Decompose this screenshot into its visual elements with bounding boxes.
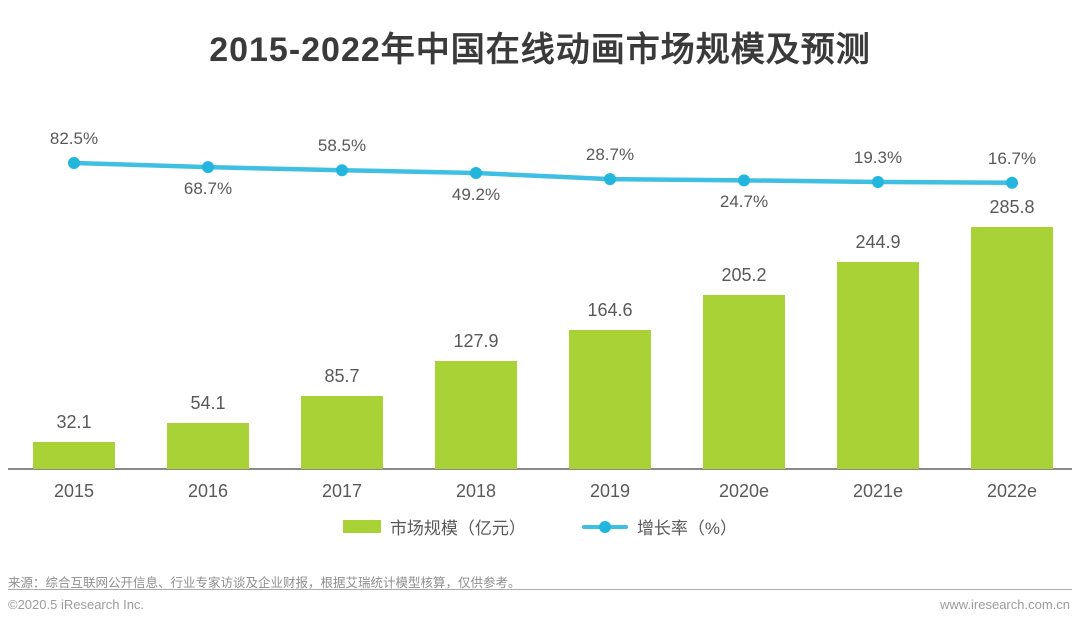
growth-line-point: [872, 175, 884, 188]
x-axis-label: 2017: [321, 481, 363, 501]
chart-legend: 市场规模（亿元） 增长率（%）: [0, 514, 1080, 539]
growth-line-point: [1006, 176, 1018, 189]
bar-value-label: 85.7: [324, 366, 360, 386]
growth-line-point: [68, 157, 80, 169]
legend-item-growth: 增长率（%）: [581, 514, 738, 539]
bar-2017: [301, 396, 383, 469]
footer-divider: [8, 589, 1072, 590]
bar-2021e: [837, 262, 919, 469]
growth-value-label: 49.2%: [451, 184, 501, 204]
bar-2015: [33, 442, 115, 469]
growth-value-label: 16.7%: [987, 148, 1037, 168]
x-axis-label: 2022e: [986, 481, 1038, 501]
legend-market-label: 市场规模（亿元）: [389, 519, 526, 538]
bar-2022e: [971, 227, 1053, 469]
footer-website-link: www.iresearch.com.cn: [939, 597, 1070, 612]
growth-value-label: 19.3%: [853, 147, 903, 167]
growth-line-point: [470, 166, 482, 179]
bar-value-label: 32.1: [56, 412, 92, 432]
legend-growth-label: 增长率（%）: [636, 519, 738, 538]
x-axis-label: 2018: [455, 481, 497, 501]
x-axis-label: 2021e: [852, 481, 904, 501]
bar-2016: [167, 423, 249, 469]
bar-swatch-icon: [342, 520, 381, 533]
growth-value-label: 58.5%: [317, 136, 367, 156]
bar-value-label: 127.9: [453, 331, 499, 351]
x-axis-label: 2020e: [718, 481, 770, 501]
growth-line-point: [604, 173, 616, 186]
growth-line-point: [738, 174, 750, 187]
x-axis-label: 2015: [53, 481, 95, 501]
growth-value-label: 28.7%: [585, 145, 635, 165]
x-axis-label: 2019: [589, 481, 631, 501]
bar-2018: [435, 361, 517, 469]
growth-value-label: 24.7%: [719, 192, 769, 212]
bar-value-label: 244.9: [855, 232, 901, 252]
legend-item-market: 市场规模（亿元）: [342, 514, 526, 539]
footer-copyright: ©2020.5 iResearch Inc.: [8, 597, 145, 612]
bar-value-label: 285.8: [989, 197, 1035, 217]
growth-value-label: 82.5%: [49, 129, 99, 148]
growth-line-point: [202, 161, 214, 174]
growth-line-point: [336, 164, 348, 177]
bar-2020e: [703, 295, 785, 469]
bar-value-label: 205.2: [721, 265, 767, 285]
chart-title: 2015-2022年中国在线动画市场规模及预测: [209, 31, 871, 69]
line-swatch-icon: [581, 520, 628, 533]
bar-2019: [569, 330, 651, 469]
bar-value-label: 54.1: [190, 393, 226, 413]
x-axis-label: 2016: [187, 481, 229, 501]
line-marker-icon: [598, 520, 611, 533]
bar-value-label: 164.6: [587, 300, 633, 320]
footer-source-note: 来源：综合互联网公开信息、行业专家访谈及企业财报，根据艾瑞统计模型核算，仅供参考…: [8, 576, 521, 590]
x-axis-line: [8, 468, 1072, 470]
growth-value-label: 68.7%: [183, 179, 233, 199]
